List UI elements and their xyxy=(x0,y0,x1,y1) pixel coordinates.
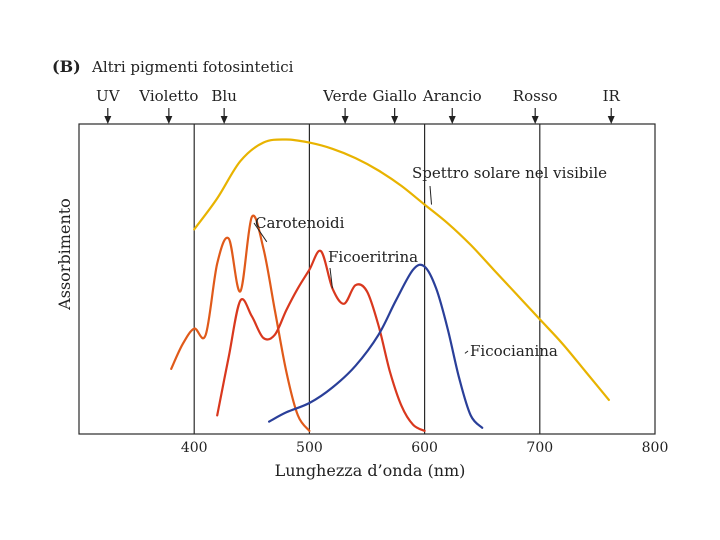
band-label-verde: Verde xyxy=(322,87,367,105)
band-label-violetto: Violetto xyxy=(138,87,198,105)
chart-title: Altri pigmenti fotosintetici xyxy=(91,58,294,76)
x-tick-800: 800 xyxy=(642,440,669,456)
band-arrow-head xyxy=(220,116,228,124)
band-label-blu: Blu xyxy=(211,87,237,105)
band-arrow-head xyxy=(341,116,349,124)
series-line-carotenoidi xyxy=(170,214,311,432)
series-label-ficoeritrina: Ficoeritrina xyxy=(328,248,418,266)
series-group xyxy=(170,138,610,432)
x-axis-label: Lunghezza d’onda (nm) xyxy=(275,461,466,480)
band-label-arancio: Arancio xyxy=(422,87,482,105)
x-tick-500: 500 xyxy=(296,440,323,456)
band-label-giallo: Giallo xyxy=(372,87,416,105)
y-axis-label: Assorbimento xyxy=(55,198,74,311)
band-arrow-head xyxy=(165,116,173,124)
band-arrow-head xyxy=(391,116,399,124)
band-label-ir: IR xyxy=(603,87,621,105)
x-tick-labels: 400 500 600 700 800 xyxy=(181,440,669,456)
band-arrow-head xyxy=(104,116,112,124)
series-label-carotenoidi: Carotenoidi xyxy=(255,214,345,232)
leader-line-ficocianina xyxy=(464,350,469,354)
series-line-ficocianina xyxy=(268,263,484,429)
band-label-rosso: Rosso xyxy=(513,87,558,105)
series-line-ficoeritrina xyxy=(216,249,426,432)
series-line-spettro-solare-nel-visibile xyxy=(193,138,610,401)
color-band-labels: UV Violetto Blu Verde Giallo Arancio Rosso IR xyxy=(96,87,621,124)
band-arrow-head xyxy=(607,116,615,124)
band-arrow-head xyxy=(448,116,456,124)
band-arrow-head xyxy=(531,116,539,124)
series-label-ficocianina: Ficocianina xyxy=(470,342,558,360)
leader-line-spettro-solare-nel-visibile xyxy=(429,185,433,205)
x-tick-400: 400 xyxy=(181,440,208,456)
leader-line-carotenoidi xyxy=(253,222,268,243)
series-label-spettro-solare-nel-visibile: Spettro solare nel visibile xyxy=(412,164,607,182)
panel-label: (B) xyxy=(52,57,81,76)
x-tick-600: 600 xyxy=(411,440,438,456)
leader-line-ficoeritrina xyxy=(329,267,333,289)
gridlines xyxy=(193,124,541,434)
series-labels: Spettro solare nel visibile Carotenoidi Fi… xyxy=(253,164,607,360)
band-label-uv: UV xyxy=(96,87,121,105)
x-tick-700: 700 xyxy=(526,440,553,456)
plot-frame xyxy=(78,123,656,435)
